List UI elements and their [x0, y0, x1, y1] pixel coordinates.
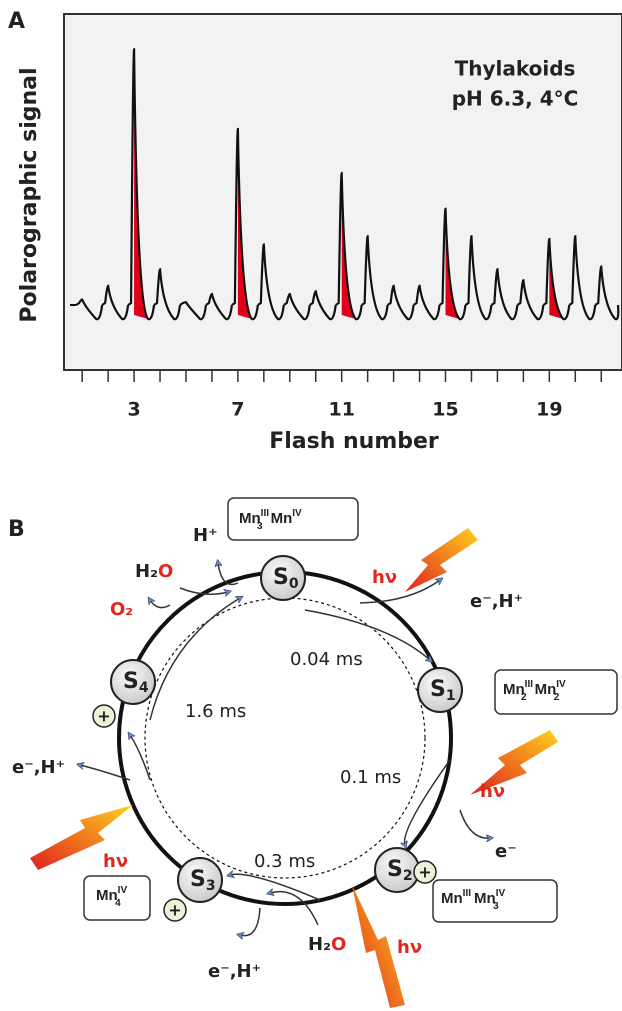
signal-spike: [568, 235, 597, 321]
time: 1.6 ms: [185, 701, 246, 722]
signal-spike: [412, 284, 441, 321]
plus-sign: +: [168, 901, 181, 920]
state-label: S1: [430, 677, 456, 704]
signal-spike: [386, 284, 415, 321]
state-index: 3: [206, 878, 216, 894]
state-node: [110, 659, 156, 705]
time: 0.1 ms: [340, 767, 401, 788]
state-index: 2: [403, 868, 413, 884]
signal-spike: [283, 292, 311, 321]
signal-spike: [594, 265, 620, 321]
time: 0.3 ms: [254, 851, 315, 872]
water: H₂O: [135, 561, 173, 582]
signal-spike: [127, 48, 156, 321]
state-node: [177, 857, 223, 903]
light-bolts: [30, 528, 558, 1008]
water: H₂O: [308, 934, 346, 955]
state-label: S0: [273, 565, 299, 592]
mn-boxes: [83, 497, 618, 923]
state-index: 4: [139, 680, 149, 696]
light-label: hν: [480, 781, 505, 802]
x-tick-label: 11: [328, 399, 354, 421]
mn-label: MnIII 3 MnIV: [239, 508, 302, 532]
x-tick-label: 7: [231, 399, 244, 421]
light-label: hν: [372, 567, 397, 588]
state-label: S3: [190, 867, 216, 894]
signal-spike: [231, 127, 259, 321]
signal-spike: [153, 268, 182, 321]
signal-spike: [361, 235, 389, 321]
oxygen-yield: [445, 208, 460, 319]
plus-badge: [413, 860, 437, 884]
signal-spike: [75, 298, 104, 321]
signal-spike: [101, 284, 130, 321]
signal-spike: [179, 301, 208, 321]
oxygen-yield: [134, 49, 149, 319]
signal-spike: [490, 268, 519, 321]
oxygen: O₂: [110, 599, 133, 620]
state-letter: S: [123, 669, 139, 694]
arrows: [80, 563, 490, 936]
state-node: [260, 555, 306, 601]
electron-proton: e⁻,H⁺: [208, 961, 261, 982]
electron: e⁻: [495, 841, 517, 862]
time: 0.04 ms: [290, 649, 363, 670]
signal-spike: [309, 290, 337, 321]
state-index: 1: [446, 688, 456, 704]
signal-spike: [205, 292, 233, 321]
mn-label: MnIII MnIV 3: [441, 888, 505, 912]
state-label: S2: [387, 857, 413, 884]
signal-spike: [438, 207, 467, 321]
signal-spike: [464, 235, 493, 321]
oxygen-yield: [549, 239, 564, 319]
state-letter: S: [273, 565, 289, 590]
state-letter: S: [387, 857, 403, 882]
state-label: S4: [123, 669, 149, 696]
light-label: hν: [103, 851, 128, 872]
labels: 0.04 ms 0.1 ms 0.3 ms 1.6 ms hν hν hν hν…: [12, 525, 523, 982]
panel-label: A: [8, 9, 25, 34]
signal-spike: [335, 171, 363, 321]
annotation: Thylakoids: [455, 57, 576, 81]
mn-label: MnIII 2 MnIV 2: [503, 679, 566, 703]
panel-label: B: [8, 517, 25, 542]
state-index: 0: [289, 576, 299, 592]
mn-label: MnIV 4: [96, 885, 127, 909]
signal-spike: [516, 279, 545, 321]
x-axis: 3 7 11 15 19: [81, 370, 602, 421]
plus-badge: [163, 898, 187, 922]
x-tick-label: 3: [127, 399, 140, 421]
state-letter: S: [190, 867, 206, 892]
x-tick-label: 19: [536, 399, 562, 421]
kinetics-ring: [144, 597, 426, 879]
plus-sign: +: [418, 863, 431, 882]
plus-badge: [92, 704, 116, 728]
state-node: [417, 667, 463, 713]
state-letter: S: [430, 677, 446, 702]
trace: [70, 48, 620, 321]
y-axis-label: Polarographic signal: [17, 67, 42, 322]
light-label: hν: [397, 937, 422, 958]
x-tick-label: 15: [432, 399, 458, 421]
signal-spike: [542, 237, 571, 321]
plus-sign: +: [97, 707, 110, 726]
electron-proton: e⁻,H⁺: [470, 591, 523, 612]
proton: H⁺: [193, 525, 218, 546]
electron-proton: e⁻,H⁺: [12, 757, 65, 778]
x-axis-label: Flash number: [269, 429, 439, 454]
oxygen-yield: [341, 173, 356, 319]
annotation: pH 6.3, 4°C: [452, 87, 579, 111]
oxygen-yield: [237, 129, 252, 319]
signal-spike: [257, 243, 285, 321]
